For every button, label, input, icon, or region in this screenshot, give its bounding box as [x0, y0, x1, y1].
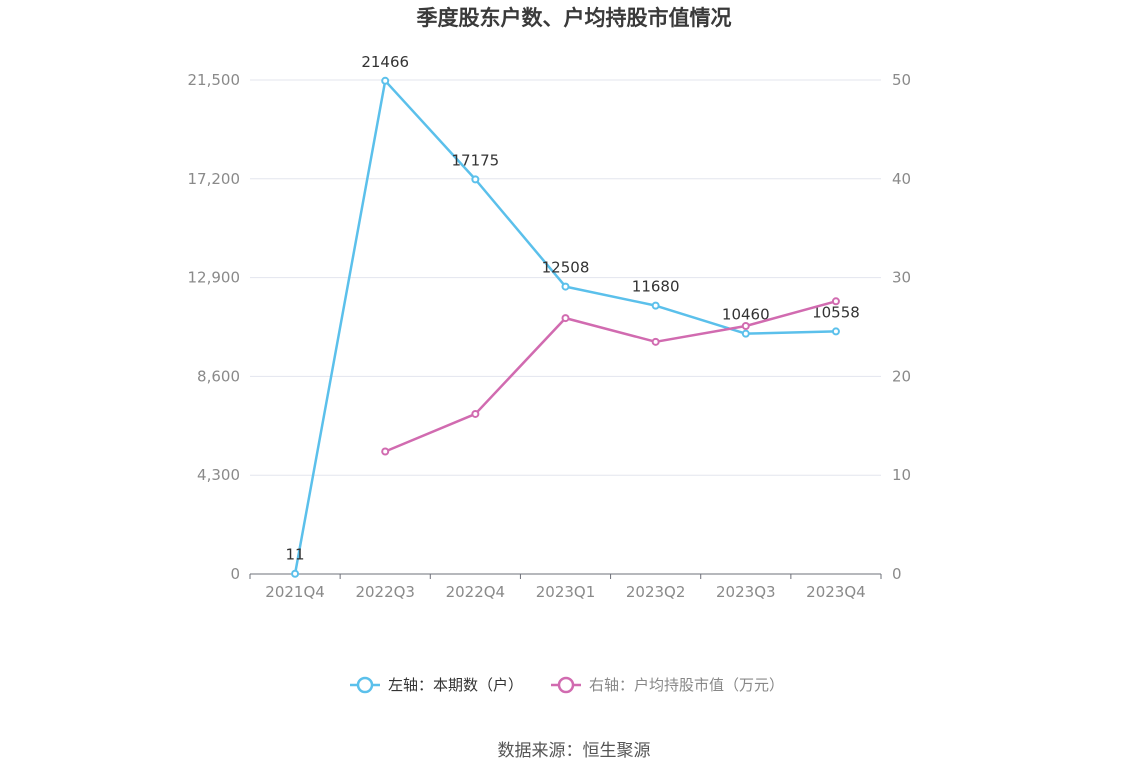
- y-right-tick-label: 30: [892, 269, 911, 287]
- y-left-tick-label: 21,500: [188, 71, 241, 89]
- y-right-tick-label: 40: [892, 170, 911, 188]
- y-right-tick-label: 10: [892, 466, 911, 484]
- data-point-left: [741, 329, 750, 338]
- x-tick-label: 2023Q1: [536, 583, 596, 601]
- x-tick-label: 2022Q3: [355, 583, 415, 601]
- data-label: 17175: [451, 151, 499, 169]
- y-right-tick-label: 50: [892, 71, 911, 89]
- data-point-left: [471, 175, 480, 184]
- x-tick-label: 2023Q2: [626, 583, 686, 601]
- chart-title: 季度股东户数、户均持股市值情况: [416, 6, 732, 30]
- legend-label-left: 左轴：本期数（户）: [388, 676, 523, 694]
- data-point-right: [741, 322, 750, 331]
- legend-label-right: 右轴：户均持股市值（万元）: [589, 676, 784, 694]
- y-left-tick-label: 4,300: [197, 466, 240, 484]
- data-label: 21466: [361, 53, 409, 71]
- legend-marker-left: [356, 676, 374, 694]
- data-point-right: [831, 297, 840, 306]
- data-point-right: [561, 314, 570, 323]
- x-tick-label: 2023Q3: [716, 583, 776, 601]
- data-point-left: [561, 282, 570, 291]
- data-source: 数据来源：恒生聚源: [497, 741, 651, 761]
- data-point-right: [471, 409, 480, 418]
- x-tick-label: 2022Q4: [446, 583, 506, 601]
- grid-lines: [250, 79, 881, 476]
- x-tick-label: 2023Q4: [806, 583, 866, 601]
- legend: 左轴：本期数（户） 右轴：户均持股市值（万元）: [350, 676, 784, 694]
- data-point-right: [651, 337, 660, 346]
- data-label: 11680: [632, 278, 680, 296]
- legend-marker-right: [557, 676, 575, 694]
- data-label: 10460: [722, 306, 770, 324]
- series-line-right: [384, 300, 837, 453]
- y-left-tick-label: 12,900: [188, 269, 241, 287]
- data-point-left: [831, 327, 840, 336]
- data-label: 12508: [542, 259, 590, 277]
- y-right-tick-label: 20: [892, 367, 911, 385]
- x-tick-label: 2021Q4: [265, 583, 325, 601]
- data-point-right: [381, 447, 390, 456]
- y-left-tick-label: 8,600: [197, 367, 240, 385]
- data-label: 10558: [812, 303, 860, 321]
- series-line-left: [293, 79, 836, 574]
- data-point-left: [651, 301, 660, 310]
- axes: 0 0 4,300 10 8,600 20 12,900 30 17,200 40 21,500 50…: [188, 71, 912, 601]
- data-point-left: [291, 569, 300, 578]
- data-point-left: [381, 76, 390, 85]
- series-lines: 11 21466 17175 12508 11680 10460 10558: [286, 53, 860, 578]
- y-left-tick-label: 17,200: [188, 170, 241, 188]
- data-label: 11: [286, 546, 305, 564]
- y-left-tick-label: 0: [230, 565, 240, 583]
- y-right-tick-label: 0: [892, 565, 902, 583]
